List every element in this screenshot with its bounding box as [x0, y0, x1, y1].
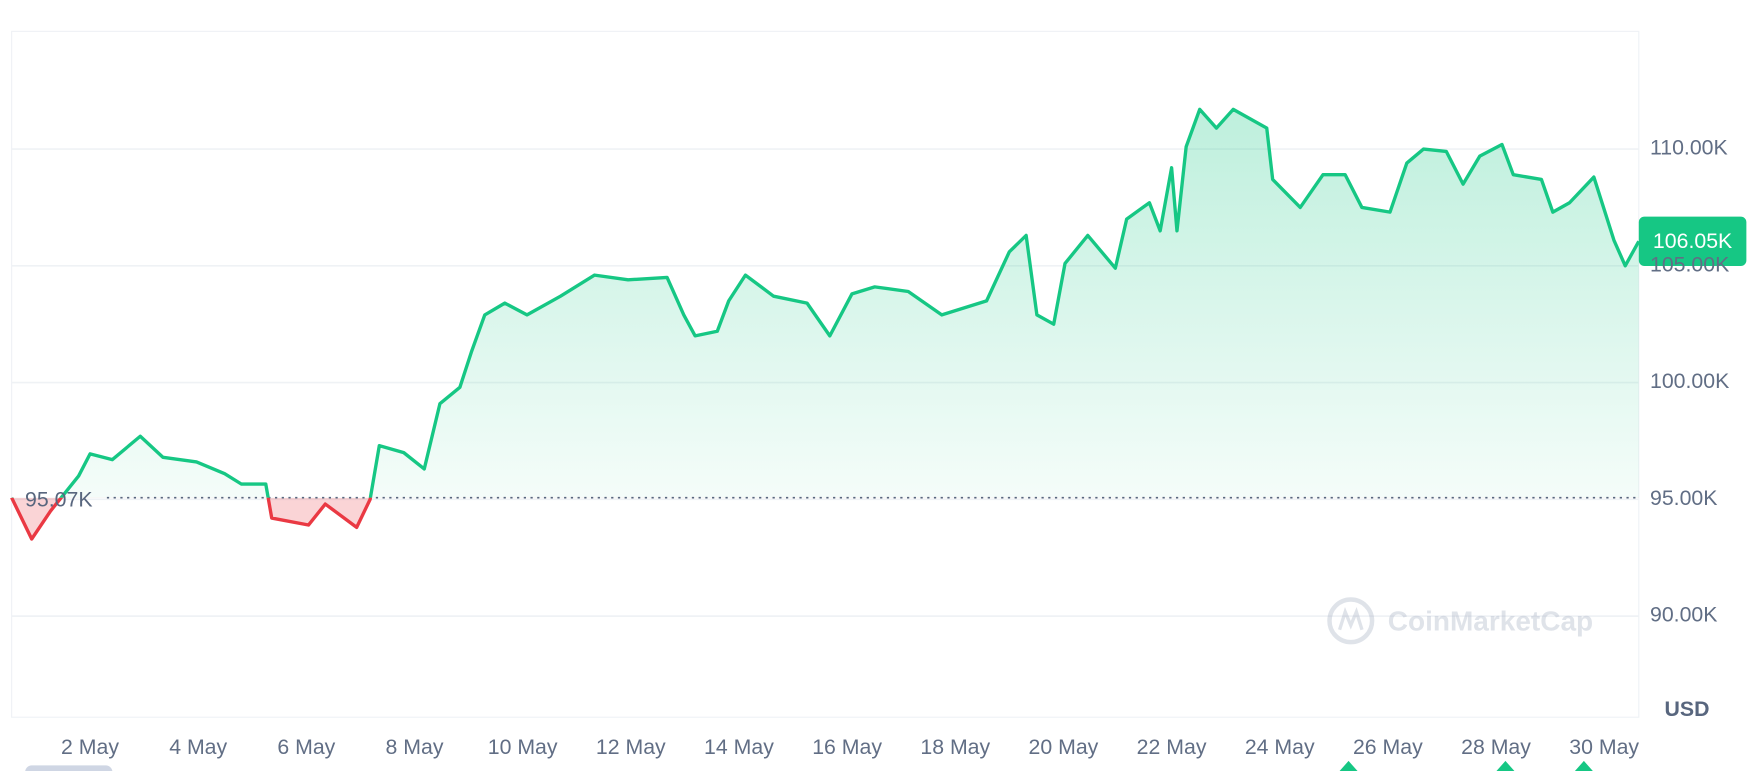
scroll-handle: [25, 765, 113, 771]
y-tick-label: 90.00K: [1650, 603, 1717, 627]
watermark-text: CoinMarketCap: [1388, 605, 1593, 636]
price-line-down: [10, 497, 373, 541]
x-tick-label: 12 May: [596, 735, 666, 759]
price-line: [11, 107, 1641, 498]
x-tick-label: 18 May: [920, 735, 990, 759]
x-tick-label: 6 May: [277, 735, 335, 759]
currency-label: USD: [1665, 697, 1710, 721]
x-tick-label: 26 May: [1353, 735, 1423, 759]
y-tick-label: 105.00K: [1650, 252, 1729, 276]
area-up: [11, 109, 1639, 498]
current-price-tag: [1638, 216, 1747, 266]
y-tick-label: 110.00K: [1650, 136, 1728, 160]
y-tick-label: 95.00K: [1650, 486, 1717, 510]
x-tick-label: 4 May: [169, 735, 227, 759]
x-tick-label: 2 May: [61, 735, 119, 759]
x-tick-label: 22 May: [1137, 735, 1207, 759]
x-tick-label: 14 May: [704, 735, 774, 759]
x-tick-label: 30 May: [1569, 735, 1639, 759]
current-price-label: 106.05K: [1653, 229, 1732, 253]
watermark: CoinMarketCap: [1327, 597, 1593, 645]
x-tick-label: 16 May: [812, 735, 882, 759]
x-tick-label: 10 May: [488, 735, 558, 759]
event-markers: [1339, 760, 1593, 771]
x-tick-label: 28 May: [1461, 735, 1531, 759]
x-tick-label: 20 May: [1029, 735, 1099, 759]
x-tick-label: 8 May: [386, 735, 444, 759]
x-tick-label: 24 May: [1245, 735, 1315, 759]
y-tick-label: 100.00K: [1650, 369, 1729, 393]
baseline-label: 95.07K: [25, 488, 92, 512]
